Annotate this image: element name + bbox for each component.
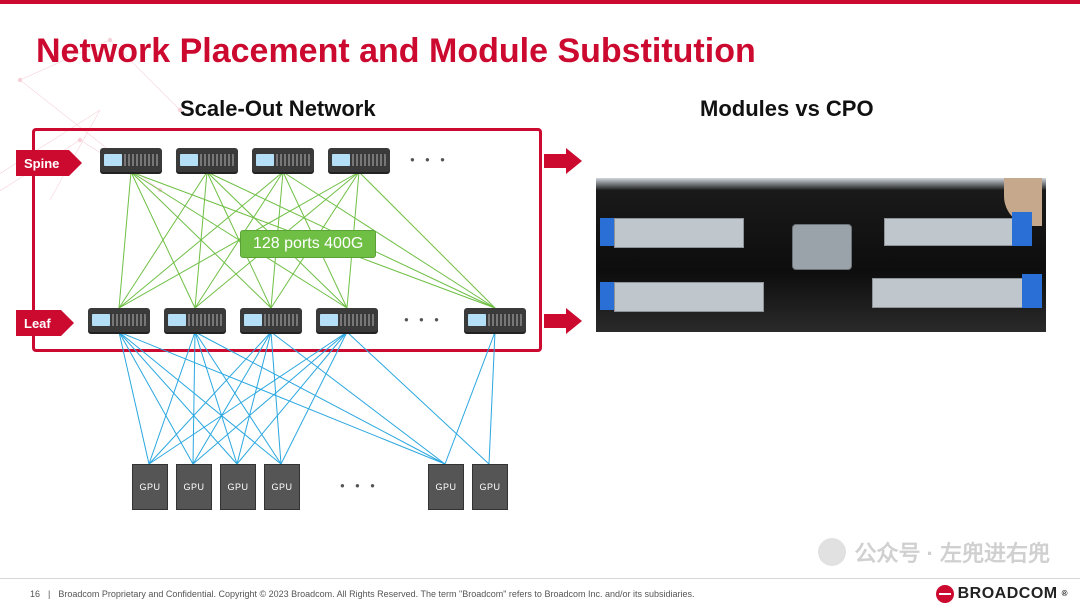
subhead-right: Modules vs CPO xyxy=(700,96,874,122)
modules-vs-cpo-photo xyxy=(596,178,1046,332)
leaf-switch-0 xyxy=(88,308,150,332)
brand-suffix: ® xyxy=(1062,589,1068,598)
module-tray-0 xyxy=(614,218,744,248)
slide-title: Network Placement and Module Substitutio… xyxy=(36,32,756,71)
brand-logo: BROADCOM ® xyxy=(936,585,1068,603)
module-connectors-2 xyxy=(1012,212,1032,246)
module-tray-1 xyxy=(614,282,764,312)
spine-switch-2 xyxy=(252,148,314,172)
cpo-chip xyxy=(792,224,852,270)
gpu-4: GPU xyxy=(428,464,464,510)
gpu-1: GPU xyxy=(176,464,212,510)
module-connectors-1 xyxy=(600,282,614,310)
link-capacity-badge: 128 ports 400G xyxy=(240,230,376,258)
module-connectors-0 xyxy=(600,218,614,246)
brand-name: BROADCOM xyxy=(958,585,1058,603)
gpu-2: GPU xyxy=(220,464,256,510)
spine-switch-3 xyxy=(328,148,390,172)
module-connectors-3 xyxy=(1022,274,1042,308)
watermark: 公众号 · 左兜进右兜 xyxy=(818,536,1050,568)
module-tray-2 xyxy=(884,218,1014,246)
wechat-icon xyxy=(818,538,846,566)
watermark-text: 公众号 · 左兜进右兜 xyxy=(854,536,1050,568)
leaf-switch-2 xyxy=(240,308,302,332)
leaf-switch-4 xyxy=(464,308,526,332)
gpu-0: GPU xyxy=(132,464,168,510)
gpu-5: GPU xyxy=(472,464,508,510)
arrow-leaf xyxy=(544,308,584,334)
leaf-ellipsis: ● ● ● xyxy=(404,316,443,324)
arrow-spine xyxy=(544,148,584,174)
leaf-switch-1 xyxy=(164,308,226,332)
leaf-switch-3 xyxy=(316,308,378,332)
subhead-left: Scale-Out Network xyxy=(180,96,376,122)
page-number: 16 xyxy=(30,589,40,599)
module-tray-3 xyxy=(872,278,1024,308)
broadcom-pulse-icon xyxy=(936,585,954,603)
gpu-3: GPU xyxy=(264,464,300,510)
accent-bar xyxy=(0,0,1080,4)
gpu-ellipsis: ● ● ● xyxy=(340,482,379,490)
footer: 16 | Broadcom Proprietary and Confidenti… xyxy=(0,578,1080,608)
spine-switch-0 xyxy=(100,148,162,172)
spine-ellipsis: ● ● ● xyxy=(410,156,449,164)
diagram-area: Spine Leaf 128 ports 400G ● ● ●● ● ●GPUG… xyxy=(24,128,564,528)
copyright: Broadcom Proprietary and Confidential. C… xyxy=(58,589,694,599)
footer-sep: | xyxy=(48,589,50,599)
spine-switch-1 xyxy=(176,148,238,172)
